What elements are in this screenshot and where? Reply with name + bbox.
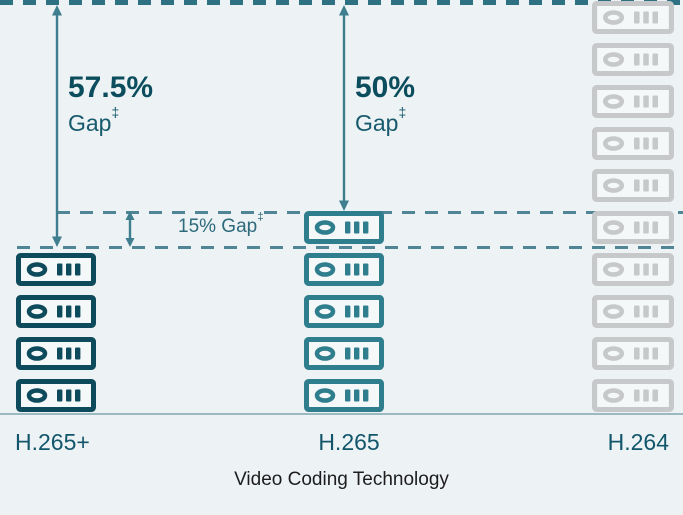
h264-level-dashed-line	[0, 0, 683, 5]
gap-arrow-50-icon	[339, 5, 349, 211]
storage-device-icon	[16, 253, 96, 286]
gap-arrow-57-5-icon	[52, 5, 62, 247]
gap-word-text: Gap	[68, 110, 112, 137]
gap-annotation-h265: 50% Gap‡	[355, 71, 416, 137]
footnote-mark: ‡	[111, 104, 120, 120]
h265plus-level-dashed-line	[17, 246, 683, 249]
gap-word-text: 15% Gap	[178, 216, 258, 237]
tick-h265plus: H.265+	[15, 429, 90, 455]
storage-device-icon	[16, 379, 96, 412]
storage-device-icon	[592, 169, 674, 202]
gap-annotation-15: 15% Gap‡	[178, 211, 264, 238]
gap-label: Gap‡	[68, 105, 153, 137]
x-axis-title: Video Coding Technology	[234, 469, 449, 490]
footnote-mark: ‡	[257, 210, 264, 223]
storage-device-icon	[304, 337, 384, 370]
storage-device-icon	[592, 295, 674, 328]
storage-device-icon	[592, 127, 674, 160]
storage-device-icon	[592, 1, 674, 34]
storage-device-icon	[592, 337, 674, 370]
storage-device-icon	[592, 379, 674, 412]
gap-arrow-15-icon	[125, 211, 135, 247]
gap-percentage: 50%	[355, 71, 416, 104]
storage-device-icon	[16, 295, 96, 328]
tick-h264: H.264	[607, 429, 669, 455]
storage-device-icon	[16, 337, 96, 370]
gap-word-text: Gap	[355, 110, 399, 137]
storage-device-icon	[304, 211, 384, 244]
x-axis-line	[0, 413, 683, 415]
storage-device-icon	[304, 379, 384, 412]
gap-percentage: 57.5%	[68, 71, 154, 104]
storage-device-icon	[304, 295, 384, 328]
gap-annotation-h265plus: 57.5% Gap‡	[68, 71, 154, 137]
storage-device-icon	[592, 211, 674, 244]
tick-h265: H.265	[318, 429, 380, 455]
storage-device-icon	[592, 43, 674, 76]
storage-device-icon	[304, 253, 384, 286]
footnote-mark: ‡	[398, 104, 407, 120]
storage-device-icon	[592, 85, 674, 118]
gap-label: Gap‡	[355, 105, 415, 137]
storage-device-icon	[592, 253, 674, 286]
